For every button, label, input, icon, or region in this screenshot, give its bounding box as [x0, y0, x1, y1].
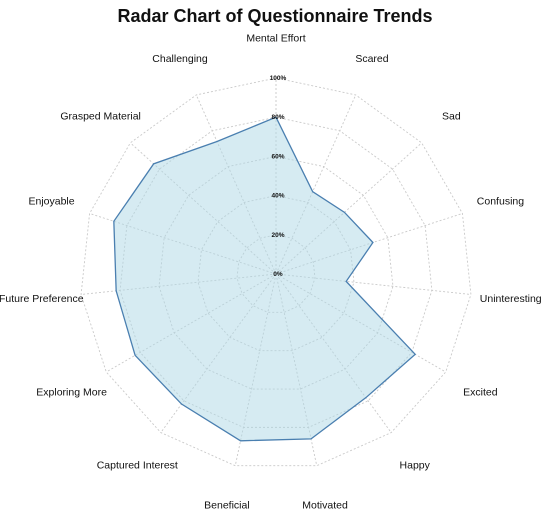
r-tick-label: 0% [273, 271, 283, 278]
category-label: Mental Effort [246, 33, 305, 45]
category-label: Captured Interest [97, 459, 178, 471]
category-label: Beneficial [204, 499, 250, 511]
category-label: Excited [463, 387, 498, 399]
r-tick-label: 20% [271, 232, 284, 239]
category-label: Exploring More [36, 387, 107, 399]
axis-labels: Mental Effort Scared Sad Confusing Uninteres… [0, 33, 542, 512]
category-label: Grasped Material [60, 111, 141, 123]
r-tick-label: 40% [271, 193, 284, 200]
category-label: Uninteresting [480, 293, 542, 305]
category-label: Future Preference [0, 293, 84, 305]
series-layer [113, 116, 417, 442]
category-label: Scared [355, 53, 388, 65]
r-tick-label: 80% [271, 114, 284, 121]
r-tick-label: 60% [271, 153, 284, 160]
category-label: Happy [400, 459, 431, 471]
category-label: Enjoyable [28, 196, 74, 208]
series-area [113, 116, 417, 442]
r-tick-label: 100% [270, 75, 287, 82]
category-label: Confusing [477, 196, 524, 208]
category-label: Motivated [302, 499, 348, 511]
category-label: Challenging [152, 53, 208, 65]
category-label: Sad [442, 111, 461, 123]
tick-labels: 0% 20% 40% 60% 80% 100% [270, 75, 287, 278]
chart-title: Radar Chart of Questionnaire Trends [117, 6, 432, 26]
